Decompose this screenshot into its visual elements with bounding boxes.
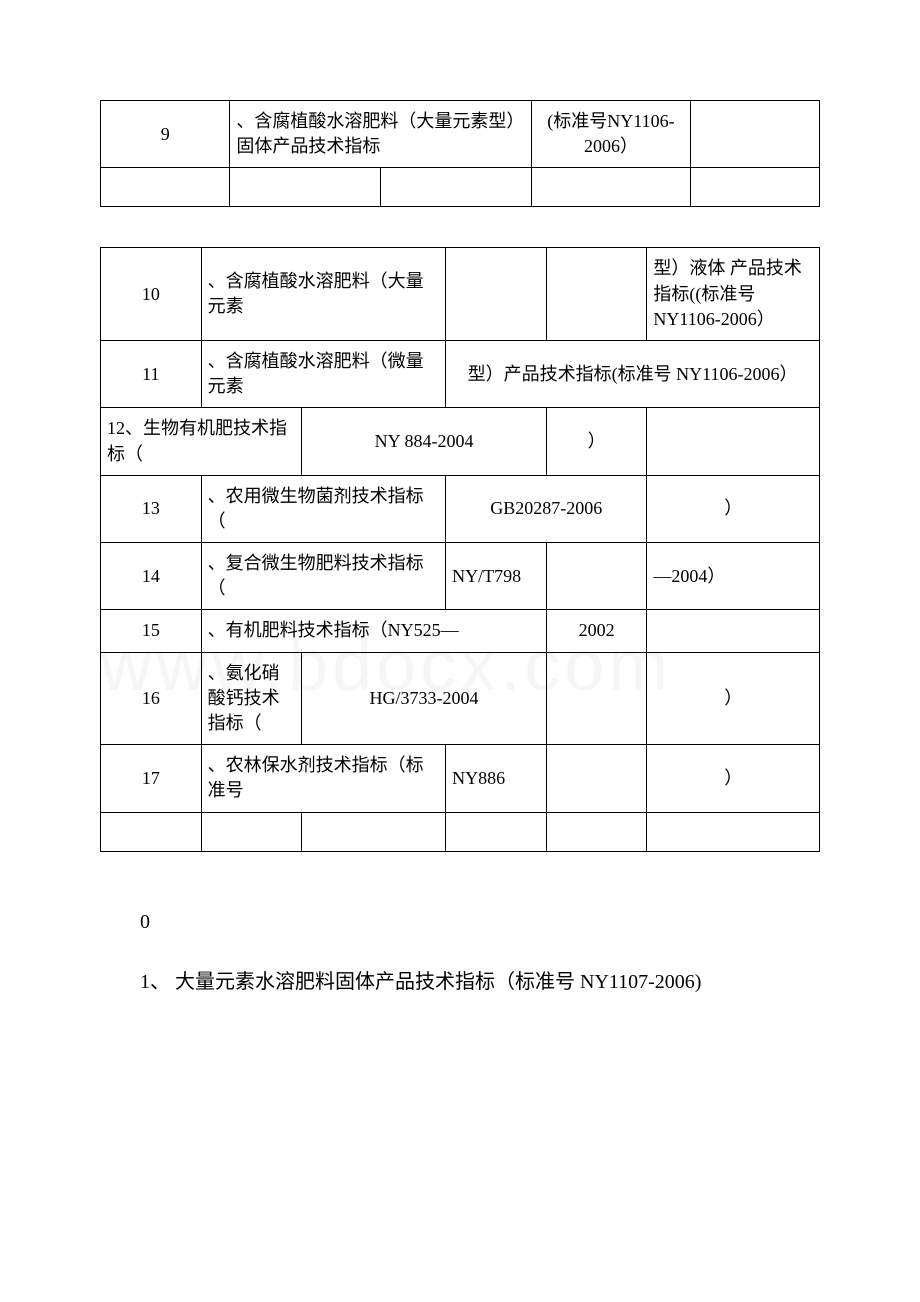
table-row: 17 、农林保水剂技术指标（标准号 NY886 ） [101,745,820,812]
cell-right: —2004） [647,543,820,610]
cell-empty [546,812,647,851]
cell-mid: 2002 [546,610,647,652]
cell-right: ） [647,475,820,542]
cell-num: 17 [101,745,202,812]
cell-mid: NY/T798 [446,543,547,610]
cell-desc: 、氨化硝酸钙技术指标（ [201,652,302,745]
cell-right: ） [647,745,820,812]
cell-empty [302,812,446,851]
cell-empty [446,812,547,851]
cell-desc: 、含腐植酸水溶肥料（大量元素 [201,248,445,341]
cell-empty [230,168,381,207]
cell-empty [546,652,647,745]
cell-empty [647,812,820,851]
cell-desc: 、含腐植酸水溶肥料（微量元素 [201,340,445,407]
cell-num: 9 [101,101,230,168]
table-row: 12、生物有机肥技术指标（ NY 884-2004 ） [101,408,820,475]
cell-mid: NY886 [446,745,547,812]
table-two: 10 、含腐植酸水溶肥料（大量元素 型）液体 产品技术指标((标准号NY1106… [100,247,820,851]
cell-num: 15 [101,610,202,652]
cell-desc: 、农林保水剂技术指标（标准号 [201,745,445,812]
table-row: 13 、农用微生物菌剂技术指标（ GB20287-2006 ） [101,475,820,542]
cell-empty [647,610,820,652]
cell-left: 12、生物有机肥技术指标（ [101,408,302,475]
cell-empty [690,168,819,207]
cell-mid: HG/3733-2004 [302,652,546,745]
table-row: 10 、含腐植酸水溶肥料（大量元素 型）液体 产品技术指标((标准号NY1106… [101,248,820,341]
cell-empty [546,248,647,341]
cell-mid: GB20287-2006 [446,475,647,542]
cell-empty [546,543,647,610]
cell-empty [381,168,532,207]
cell-empty [690,101,819,168]
cell-mid: NY 884-2004 [302,408,546,475]
table-row: 11 、含腐植酸水溶肥料（微量元素 型）产品技术指标(标准号 NY1106-20… [101,340,820,407]
cell-num: 13 [101,475,202,542]
cell-num: 14 [101,543,202,610]
cell-num: 16 [101,652,202,745]
cell-std: (标准号NY1106-2006） [532,101,690,168]
table-row-empty [101,168,820,207]
cell-desc: 、含腐植酸水溶肥料（大量元素型）固体产品技术指标 [230,101,532,168]
cell-desc: 、农用微生物菌剂技术指标（ [201,475,445,542]
cell-desc: 、有机肥料技术指标（NY525— [201,610,546,652]
cell-right: ） [546,408,647,475]
cell-right: ） [647,652,820,745]
cell-right: 型）产品技术指标(标准号 NY1106-2006） [446,340,820,407]
paragraph-one: 1、 大量元素水溶肥料固体产品技术指标（标准号 NY1107-2006) [100,962,820,1002]
cell-right: 型）液体 产品技术指标((标准号NY1106-2006） [647,248,820,341]
cell-num: 11 [101,340,202,407]
cell-empty [101,168,230,207]
table-row: 16 、氨化硝酸钙技术指标（ HG/3733-2004 ） [101,652,820,745]
cell-desc: 、复合微生物肥料技术指标（ [201,543,445,610]
table-row: 9 、含腐植酸水溶肥料（大量元素型）固体产品技术指标 (标准号NY1106-20… [101,101,820,168]
cell-empty [446,248,547,341]
cell-num: 10 [101,248,202,341]
cell-empty [201,812,302,851]
cell-empty [101,812,202,851]
table-row: 15 、有机肥料技术指标（NY525— 2002 [101,610,820,652]
table-row-empty [101,812,820,851]
cell-empty [532,168,690,207]
cell-empty [647,408,820,475]
paragraph-zero: 0 [100,902,820,942]
cell-empty [546,745,647,812]
table-one: 9 、含腐植酸水溶肥料（大量元素型）固体产品技术指标 (标准号NY1106-20… [100,100,820,207]
table-row: 14 、复合微生物肥料技术指标（ NY/T798 —2004） [101,543,820,610]
